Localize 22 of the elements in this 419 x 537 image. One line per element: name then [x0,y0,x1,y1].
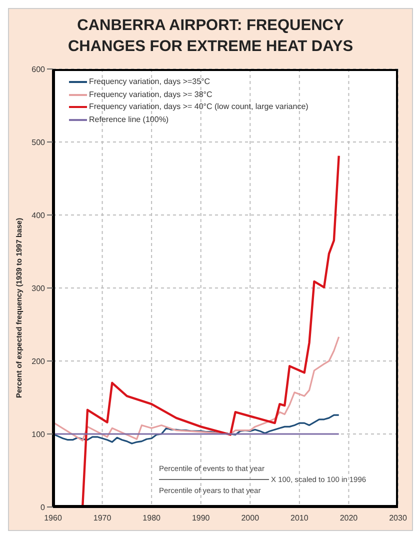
y-tick-label: 600 [32,64,46,74]
x-tick-label: 1970 [93,514,112,523]
y-tick-label: 500 [32,138,46,147]
x-tick-label: 2020 [340,514,358,523]
y-tick-label: 300 [32,284,46,293]
x-tick-label: 1990 [192,514,210,523]
line-series [53,336,340,442]
x-tick-label: 1960 [44,514,62,523]
y-tick-label: 100 [32,430,46,439]
x-tick-label: 2000 [241,514,260,523]
line-series [53,414,340,444]
legend-label: Frequency variation, days >=35°C [89,76,210,88]
x-tick-label: 2010 [290,514,309,523]
legend-label: Frequency variation, days >= 40°C (low count, large variance) [89,101,308,113]
y-tick-label: 0 [40,502,46,512]
chart-title: CANBERRA AIRPORT: FREQUENCY CHANGES FOR EXTREME HEAT DAYS [66,16,354,57]
y-tick-label: 400 [32,210,46,220]
x-tick-label: 1980 [142,514,162,523]
x-tick-label: 2030 [389,514,408,523]
legend-label: Reference line (100%) [89,114,169,126]
legend-label: Frequency variation, days >= 38°C [89,88,212,101]
y-tick-label: 200 [32,356,46,366]
